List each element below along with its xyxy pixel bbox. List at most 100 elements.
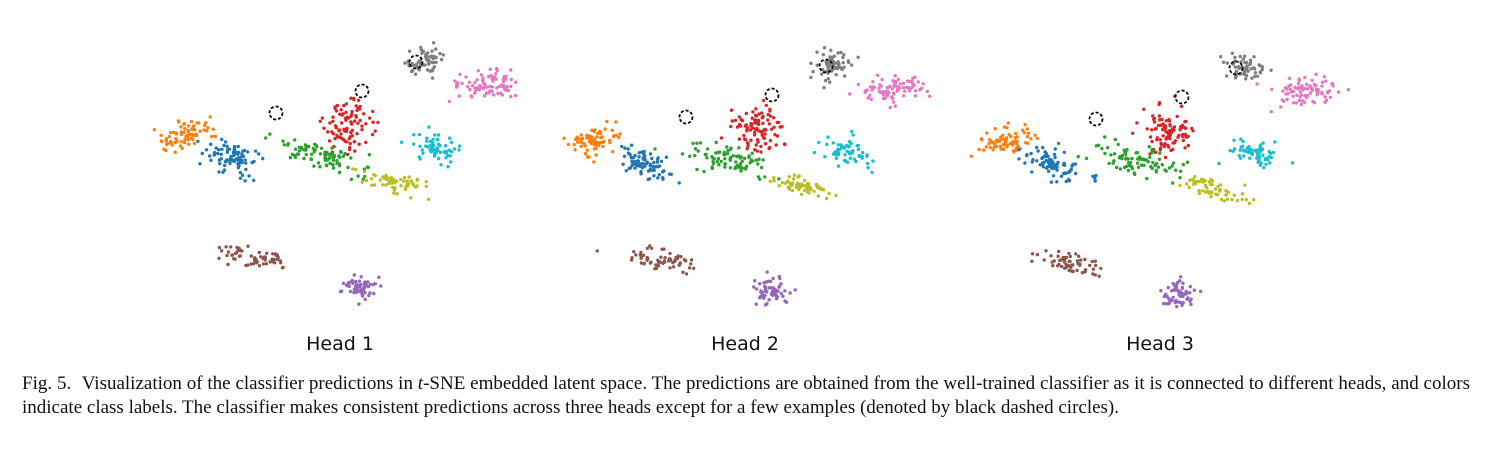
data-point bbox=[431, 60, 436, 65]
data-point bbox=[1177, 289, 1181, 293]
data-point bbox=[836, 164, 841, 168]
data-point bbox=[716, 150, 720, 155]
data-point bbox=[696, 149, 700, 153]
data-point bbox=[1073, 171, 1078, 176]
data-point bbox=[622, 154, 627, 158]
data-point bbox=[373, 129, 377, 133]
data-point bbox=[848, 92, 852, 96]
data-point bbox=[164, 139, 169, 143]
data-point bbox=[335, 133, 339, 138]
data-point bbox=[1078, 262, 1082, 266]
data-point bbox=[1174, 287, 1179, 291]
data-point bbox=[753, 118, 757, 122]
inconsistent-prediction-circle bbox=[818, 58, 834, 74]
data-point bbox=[1001, 147, 1006, 151]
data-point bbox=[1094, 263, 1098, 268]
data-point bbox=[369, 177, 374, 181]
cluster-class-1 bbox=[152, 115, 218, 154]
data-point bbox=[424, 184, 428, 189]
data-point bbox=[361, 177, 365, 181]
data-point bbox=[425, 54, 429, 58]
data-point bbox=[256, 152, 261, 156]
data-point bbox=[689, 258, 694, 262]
data-point bbox=[1152, 117, 1156, 122]
data-point bbox=[770, 289, 775, 294]
data-point bbox=[1181, 132, 1185, 137]
panel-label: Head 2 bbox=[711, 333, 779, 355]
data-point bbox=[1264, 162, 1268, 166]
data-point bbox=[595, 249, 599, 253]
data-point bbox=[777, 184, 781, 188]
data-point bbox=[844, 144, 848, 148]
data-point bbox=[912, 83, 916, 88]
data-point bbox=[925, 89, 929, 94]
data-point bbox=[783, 289, 787, 293]
data-point bbox=[664, 155, 669, 159]
data-point bbox=[246, 244, 250, 248]
data-point bbox=[352, 97, 356, 102]
data-point bbox=[1186, 296, 1190, 300]
data-point bbox=[756, 175, 761, 179]
data-point bbox=[219, 249, 224, 253]
data-point bbox=[863, 90, 867, 95]
data-point bbox=[1145, 176, 1149, 181]
data-point bbox=[1237, 65, 1241, 69]
data-point bbox=[350, 128, 355, 132]
data-point bbox=[725, 145, 729, 149]
data-point bbox=[772, 116, 776, 120]
data-point bbox=[425, 68, 430, 72]
data-point bbox=[1178, 176, 1182, 180]
data-point bbox=[605, 119, 609, 124]
data-point bbox=[470, 84, 475, 88]
data-point bbox=[631, 156, 635, 160]
data-point bbox=[1242, 72, 1246, 76]
data-point bbox=[763, 127, 767, 132]
data-point bbox=[1248, 156, 1252, 160]
data-point bbox=[969, 154, 973, 158]
data-point bbox=[1310, 86, 1314, 91]
data-point bbox=[1026, 131, 1031, 135]
data-point bbox=[361, 288, 365, 292]
data-point bbox=[171, 130, 176, 135]
data-point bbox=[355, 289, 359, 293]
data-point bbox=[1163, 142, 1167, 146]
data-point bbox=[1171, 295, 1175, 300]
data-point bbox=[1189, 302, 1193, 307]
data-point bbox=[1073, 162, 1078, 166]
data-point bbox=[455, 82, 459, 87]
data-point bbox=[492, 93, 496, 97]
data-point bbox=[1285, 97, 1289, 102]
data-point bbox=[378, 178, 382, 182]
data-point bbox=[647, 177, 652, 181]
data-point bbox=[1233, 55, 1237, 59]
data-point bbox=[1153, 150, 1158, 155]
data-point bbox=[1042, 258, 1046, 262]
data-point bbox=[1152, 120, 1157, 124]
data-point bbox=[621, 162, 625, 166]
data-point bbox=[189, 119, 194, 124]
data-point bbox=[337, 170, 342, 175]
data-point bbox=[897, 86, 902, 90]
data-point bbox=[1180, 285, 1185, 290]
data-point bbox=[763, 293, 767, 298]
data-point bbox=[340, 121, 344, 125]
data-point bbox=[815, 63, 819, 67]
data-point bbox=[196, 139, 200, 143]
data-point bbox=[1205, 186, 1209, 190]
data-point bbox=[1075, 259, 1080, 263]
data-point bbox=[225, 148, 230, 152]
data-point bbox=[723, 157, 727, 161]
data-point bbox=[221, 170, 225, 174]
data-point bbox=[233, 251, 238, 256]
data-point bbox=[1244, 60, 1249, 65]
data-point bbox=[1040, 156, 1044, 160]
data-point bbox=[1183, 132, 1188, 137]
data-point bbox=[768, 279, 773, 284]
data-point bbox=[658, 260, 662, 264]
data-point bbox=[761, 98, 766, 103]
cluster-class-4 bbox=[1159, 275, 1203, 309]
data-point bbox=[1122, 148, 1126, 152]
data-point bbox=[893, 74, 897, 78]
data-point bbox=[225, 253, 229, 258]
data-point bbox=[988, 145, 992, 150]
